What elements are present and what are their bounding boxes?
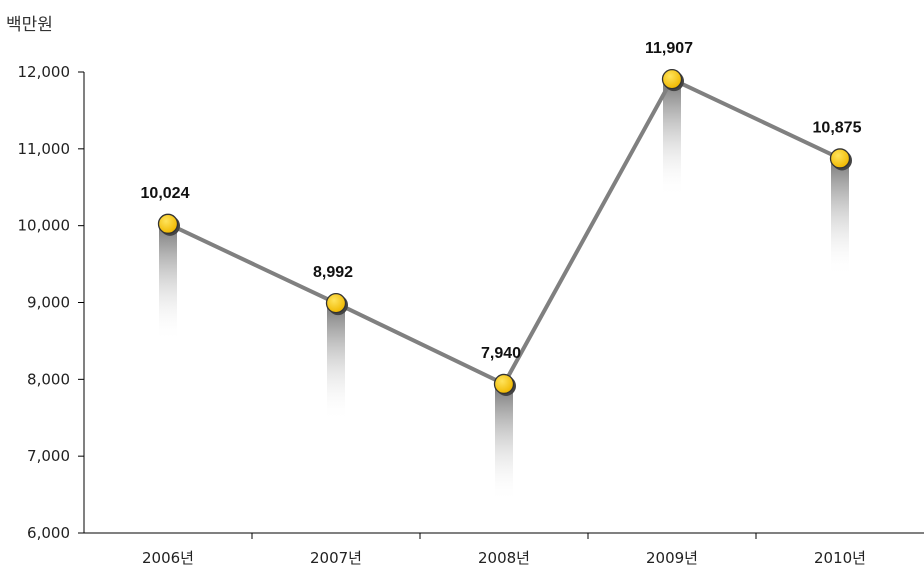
- marker-drop-shadow: [663, 79, 681, 198]
- data-label: 11,907: [645, 40, 693, 57]
- data-point: [493, 373, 515, 395]
- data-point: [829, 148, 851, 169]
- data-label: 10,875: [813, 119, 862, 136]
- data-labels: 10,024 8,992 7,940 11,907 10,875: [141, 40, 862, 362]
- y-tick-label: 11,000: [18, 140, 71, 158]
- y-tick-label: 6,000: [27, 524, 70, 542]
- x-tick-label: 2008년: [478, 549, 530, 567]
- series-line-group: [167, 77, 841, 386]
- data-label: 8,992: [313, 264, 353, 281]
- x-tick-label: 2010년: [814, 549, 866, 567]
- y-tick-label: 10,000: [18, 217, 71, 235]
- y-unit-label: 백만원: [6, 15, 53, 35]
- data-point: [157, 213, 179, 234]
- x-axis: 2006년 2007년 2008년 2009년 2010년: [84, 532, 924, 567]
- x-tick-label: 2006년: [142, 549, 194, 567]
- data-point: [325, 292, 347, 314]
- marker-drop-shadow: [831, 158, 849, 277]
- marker-drop-shadow: [159, 223, 177, 342]
- y-tick-label: 9,000: [27, 294, 70, 312]
- y-axis: 6,000 7,000 8,000 9,000 10,000 11,000 12,000: [18, 63, 85, 542]
- data-markers: [157, 68, 852, 396]
- drop-shadows: [159, 79, 849, 502]
- data-point: [661, 68, 683, 90]
- series-line: [167, 77, 841, 386]
- marker-drop-shadow: [495, 383, 513, 502]
- marker-drop-shadow: [327, 303, 345, 422]
- data-label: 10,024: [141, 185, 190, 202]
- y-tick-label: 12,000: [18, 63, 71, 81]
- x-tick-label: 2007년: [310, 549, 362, 567]
- data-label: 7,940: [481, 345, 521, 362]
- y-tick-label: 7,000: [27, 447, 70, 465]
- y-tick-label: 8,000: [27, 370, 70, 388]
- x-tick-label: 2009년: [646, 549, 698, 567]
